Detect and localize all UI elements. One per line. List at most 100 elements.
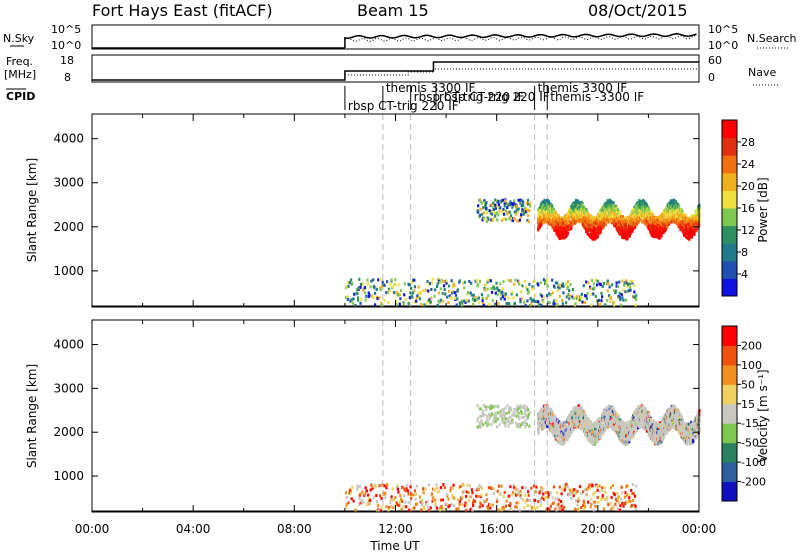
power-echo-cell — [364, 298, 367, 302]
power-echo-cell — [632, 295, 635, 299]
power-echo-cell — [603, 202, 606, 206]
velocity-echo-cell — [484, 421, 487, 425]
velocity-echo-cell — [360, 498, 363, 502]
velocity-echo-cell — [435, 486, 439, 490]
velocity-echo-cell — [588, 439, 591, 443]
power-echo-cell — [454, 296, 457, 300]
velocity-echo-cell — [596, 439, 599, 443]
power-echo-cell — [601, 284, 604, 288]
power-echo-cell — [513, 199, 516, 203]
power-echo-cell — [566, 232, 570, 236]
velocity-echo-cell — [407, 492, 410, 496]
velocity-echo-cell — [408, 508, 411, 512]
velocity-echo-cell — [410, 493, 413, 497]
velocity-echo-cell — [565, 430, 568, 434]
velocity-echo-cell — [484, 499, 487, 503]
velocity-echo-cell — [595, 483, 598, 487]
power-echo-cell — [540, 223, 543, 227]
power-echo-cell — [477, 209, 480, 213]
velocity-echo-cell — [512, 483, 515, 487]
power-echo-cell — [580, 201, 583, 205]
velocity-echo-cell — [520, 405, 523, 409]
power-echo-cell — [410, 280, 413, 284]
velocity-echo-cell — [582, 490, 585, 494]
power-echo-cell — [683, 212, 686, 216]
power-echo-cell — [470, 293, 473, 297]
velocity-echo-cell — [401, 499, 404, 503]
velocity-echo-cell — [441, 498, 444, 502]
velocity-echo-cell — [574, 508, 577, 512]
velocity-echo-cell — [580, 492, 583, 496]
power-echo-cell — [386, 290, 389, 294]
power-echo-cell — [352, 297, 355, 301]
power-echo-cell — [606, 289, 609, 293]
power-echo-cell — [477, 204, 480, 208]
velocity-echo-cell — [576, 503, 579, 507]
power-echo-cell — [667, 218, 670, 222]
velocity-echo-cell — [579, 414, 582, 418]
velocity-echo-cell — [589, 440, 592, 444]
power-echo-cell — [403, 282, 406, 286]
power-echo-cell — [556, 303, 559, 307]
power-echo-cell — [689, 225, 692, 229]
power-echo-cell — [358, 277, 361, 281]
nsearch-line — [344, 35, 697, 42]
velocity-echo-cell — [539, 504, 542, 508]
power-echo-cell — [542, 296, 546, 300]
velocity-echo-cell — [410, 496, 413, 500]
power-echo-cell — [579, 219, 582, 223]
velocity-echo-cell — [398, 500, 401, 504]
power-echo-cell — [691, 222, 694, 226]
power-echo-cell — [539, 206, 542, 210]
power-echo-cell — [527, 213, 530, 217]
velocity-echo-cell — [493, 416, 496, 420]
velocity-echo-cell — [628, 499, 631, 503]
power-echo-cell — [548, 213, 551, 217]
velocity-echo-cell — [508, 410, 511, 414]
power-echo-cell — [654, 229, 657, 233]
power-echo-cell — [359, 301, 362, 305]
velocity-echo-cell — [537, 500, 540, 504]
velocity-echo-cell — [590, 422, 593, 426]
power-echo-cell — [376, 296, 379, 300]
power-echo-cell — [551, 278, 554, 282]
velocity-echo-cell — [571, 410, 575, 414]
power-echo-cell — [654, 215, 657, 219]
freq-label-2: [MHz] — [4, 68, 36, 81]
power-echo-cell — [555, 229, 558, 233]
power-echo-cell — [595, 283, 599, 287]
velocity-echo-cell — [459, 497, 463, 501]
power-echo-cell — [527, 202, 530, 206]
velocity-echo-cell — [588, 486, 592, 490]
velocity-echo-cell — [556, 503, 559, 507]
velocity-echo-cell — [585, 492, 589, 496]
power-echo-cell — [542, 200, 545, 204]
power-echo-cell — [561, 302, 564, 306]
velocity-echo-cell — [513, 412, 516, 416]
velocity-echo-cell — [465, 490, 468, 494]
power-echo-cell — [599, 212, 602, 216]
power-echo-cell — [472, 302, 475, 306]
power-echo-cell — [359, 285, 362, 289]
power-echo-cell — [345, 285, 348, 289]
velocity-echo-cell — [513, 407, 516, 411]
velocity-echo-cell — [499, 410, 502, 414]
velocity-echo-cell — [539, 498, 542, 502]
velocity-echo-cell — [415, 502, 418, 506]
velocity-echo-cell — [561, 502, 564, 506]
velocity-echo-cell — [562, 442, 565, 446]
power-echo-cell — [474, 296, 477, 300]
velocity-echo-cell — [563, 505, 566, 509]
power-echo-cell — [627, 230, 630, 234]
velocity-echo-cell — [556, 427, 559, 431]
power-echo-cell — [494, 206, 497, 210]
power-echo-cell — [600, 210, 604, 214]
power-echo-cell — [516, 210, 520, 214]
velocity-echo-cell — [515, 501, 518, 505]
velocity-echo-cell — [549, 490, 552, 494]
power-echo-cell — [377, 278, 380, 282]
velocity-echo-cell — [487, 507, 490, 511]
power-echo-cell — [626, 282, 630, 286]
power-echo-cell — [565, 295, 568, 299]
power-echo-cell — [594, 294, 597, 298]
